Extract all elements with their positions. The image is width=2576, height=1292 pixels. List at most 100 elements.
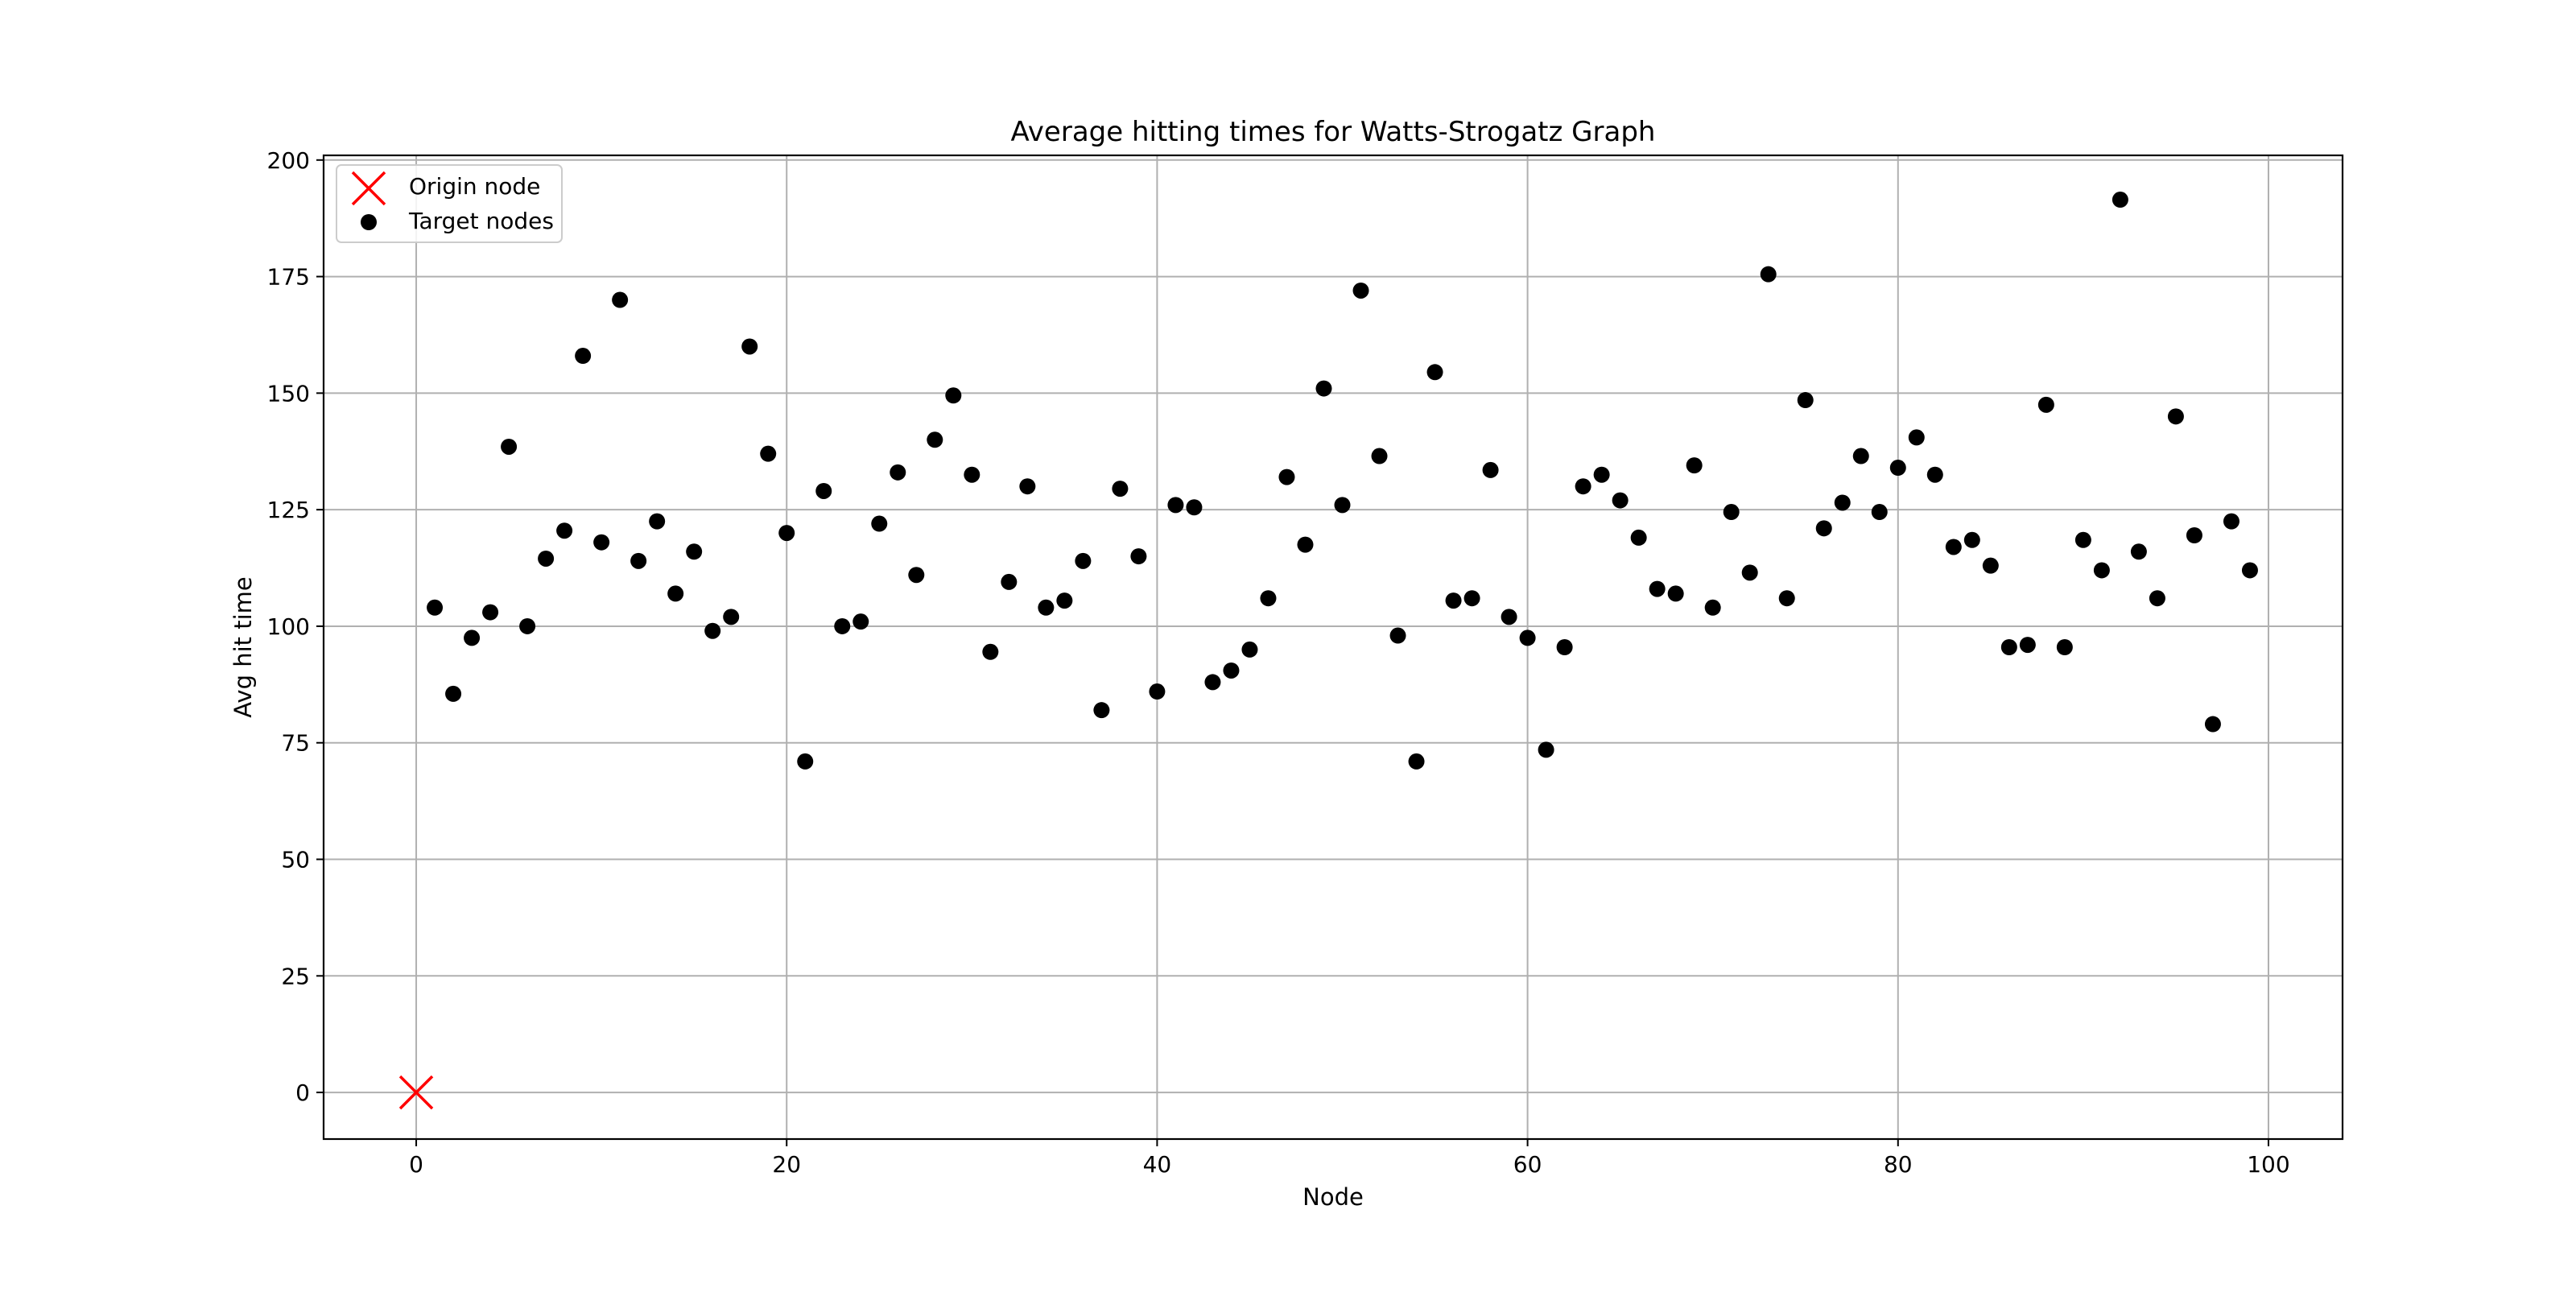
target-node-point [427, 599, 444, 616]
target-node-point [1371, 448, 1388, 464]
target-node-point [2223, 513, 2240, 530]
target-node-point [1630, 529, 1647, 546]
x-tick-label: 60 [1513, 1151, 1542, 1178]
target-node-point [1019, 478, 1036, 495]
target-node-point [1482, 461, 1499, 478]
target-node-point [1963, 531, 1980, 548]
target-node-point [686, 543, 703, 560]
origin-node-marker [398, 1075, 434, 1110]
target-node-point [760, 445, 777, 462]
target-node-point [1056, 592, 1073, 609]
y-tick-label: 75 [281, 730, 310, 757]
y-tick-label: 0 [295, 1079, 310, 1106]
target-node-point [1038, 599, 1055, 616]
target-node-point [1649, 580, 1666, 597]
target-node-point [1852, 448, 1869, 464]
target-node-point [890, 464, 906, 481]
target-node-point [852, 613, 869, 630]
target-node-point [1315, 380, 1332, 397]
y-tick-label: 175 [267, 264, 310, 291]
target-node-point [1241, 641, 1258, 658]
target-node-point [1223, 662, 1240, 679]
target-node-point [797, 753, 814, 770]
target-node-point [871, 515, 888, 532]
target-node-point [2074, 531, 2091, 548]
target-node-point [1186, 499, 1203, 516]
x-axis-label: Node [1302, 1183, 1364, 1211]
target-node-point [2130, 543, 2147, 560]
target-node-point [927, 431, 943, 448]
target-node-point [482, 604, 499, 621]
x-tick-label: 0 [409, 1151, 423, 1178]
target-node-point [464, 629, 481, 646]
target-node-point [1686, 457, 1703, 474]
target-node-point [1389, 627, 1406, 644]
target-node-point [1556, 639, 1573, 655]
data-points [398, 192, 2258, 1110]
legend-label-target: Target nodes [408, 208, 554, 234]
target-node-point [501, 438, 518, 455]
target-node-point [1278, 469, 1295, 485]
target-node-point [593, 534, 610, 551]
target-node-point [1075, 552, 1092, 569]
target-node-point [1130, 548, 1147, 565]
target-node-point [1575, 478, 1591, 495]
target-node-point [1001, 573, 1018, 590]
target-node-point [1334, 497, 1351, 514]
target-node-point [1945, 539, 1962, 555]
y-tick-label: 25 [281, 963, 310, 989]
target-node-point [2019, 637, 2036, 654]
target-node-point [2112, 192, 2128, 208]
target-node-point [630, 552, 647, 569]
target-node-point [1112, 481, 1129, 497]
target-node-point [1612, 492, 1629, 509]
target-node-point [1815, 520, 1832, 537]
target-node-point [538, 550, 555, 567]
target-node-point [1871, 504, 1888, 521]
y-axis-ticks: 0 25 50 75 100 125 150 175 200 [267, 147, 324, 1106]
target-node-point [2149, 590, 2165, 607]
target-node-point [2093, 562, 2110, 579]
plot-area-frame [322, 154, 2344, 1141]
target-node-point [2241, 562, 2258, 579]
target-node-point [1667, 585, 1684, 602]
y-tick-label: 200 [267, 147, 310, 174]
target-node-point [1741, 564, 1758, 581]
target-node-point [2204, 716, 2221, 733]
legend-box [336, 164, 563, 243]
target-node-point [1519, 629, 1536, 646]
target-node-point [1889, 460, 1906, 477]
target-node-point [1797, 392, 1814, 409]
target-node-point [908, 567, 925, 584]
target-node-point [1297, 536, 1314, 553]
target-node-point [1723, 504, 1740, 521]
target-node-point [815, 482, 832, 499]
target-node-point [445, 685, 462, 702]
target-node-point [2186, 527, 2202, 544]
target-node-point [834, 617, 851, 634]
target-node-point [1778, 590, 1795, 607]
target-node-point [556, 522, 573, 539]
target-node-point [2056, 639, 2073, 655]
y-tick-label: 100 [267, 613, 310, 640]
target-node-point [982, 643, 999, 660]
target-node-point [2167, 408, 2184, 425]
target-node-point [741, 338, 758, 355]
legend-label-origin: Origin node [409, 173, 540, 200]
target-node-point [1260, 590, 1277, 607]
target-node-point [1834, 494, 1851, 511]
legend-target-marker [361, 214, 377, 230]
target-node-point [1408, 753, 1425, 770]
y-axis-label: Avg hit time [229, 576, 257, 717]
target-node-point [2000, 639, 2017, 655]
target-node-point [575, 348, 592, 365]
target-node-point [1926, 466, 1943, 483]
target-node-point [1426, 364, 1443, 381]
target-node-point [649, 513, 666, 530]
target-node-point [1501, 609, 1517, 625]
legend: Origin node Target nodes [336, 164, 563, 243]
x-tick-label: 20 [772, 1151, 801, 1178]
y-tick-label: 50 [281, 847, 310, 873]
